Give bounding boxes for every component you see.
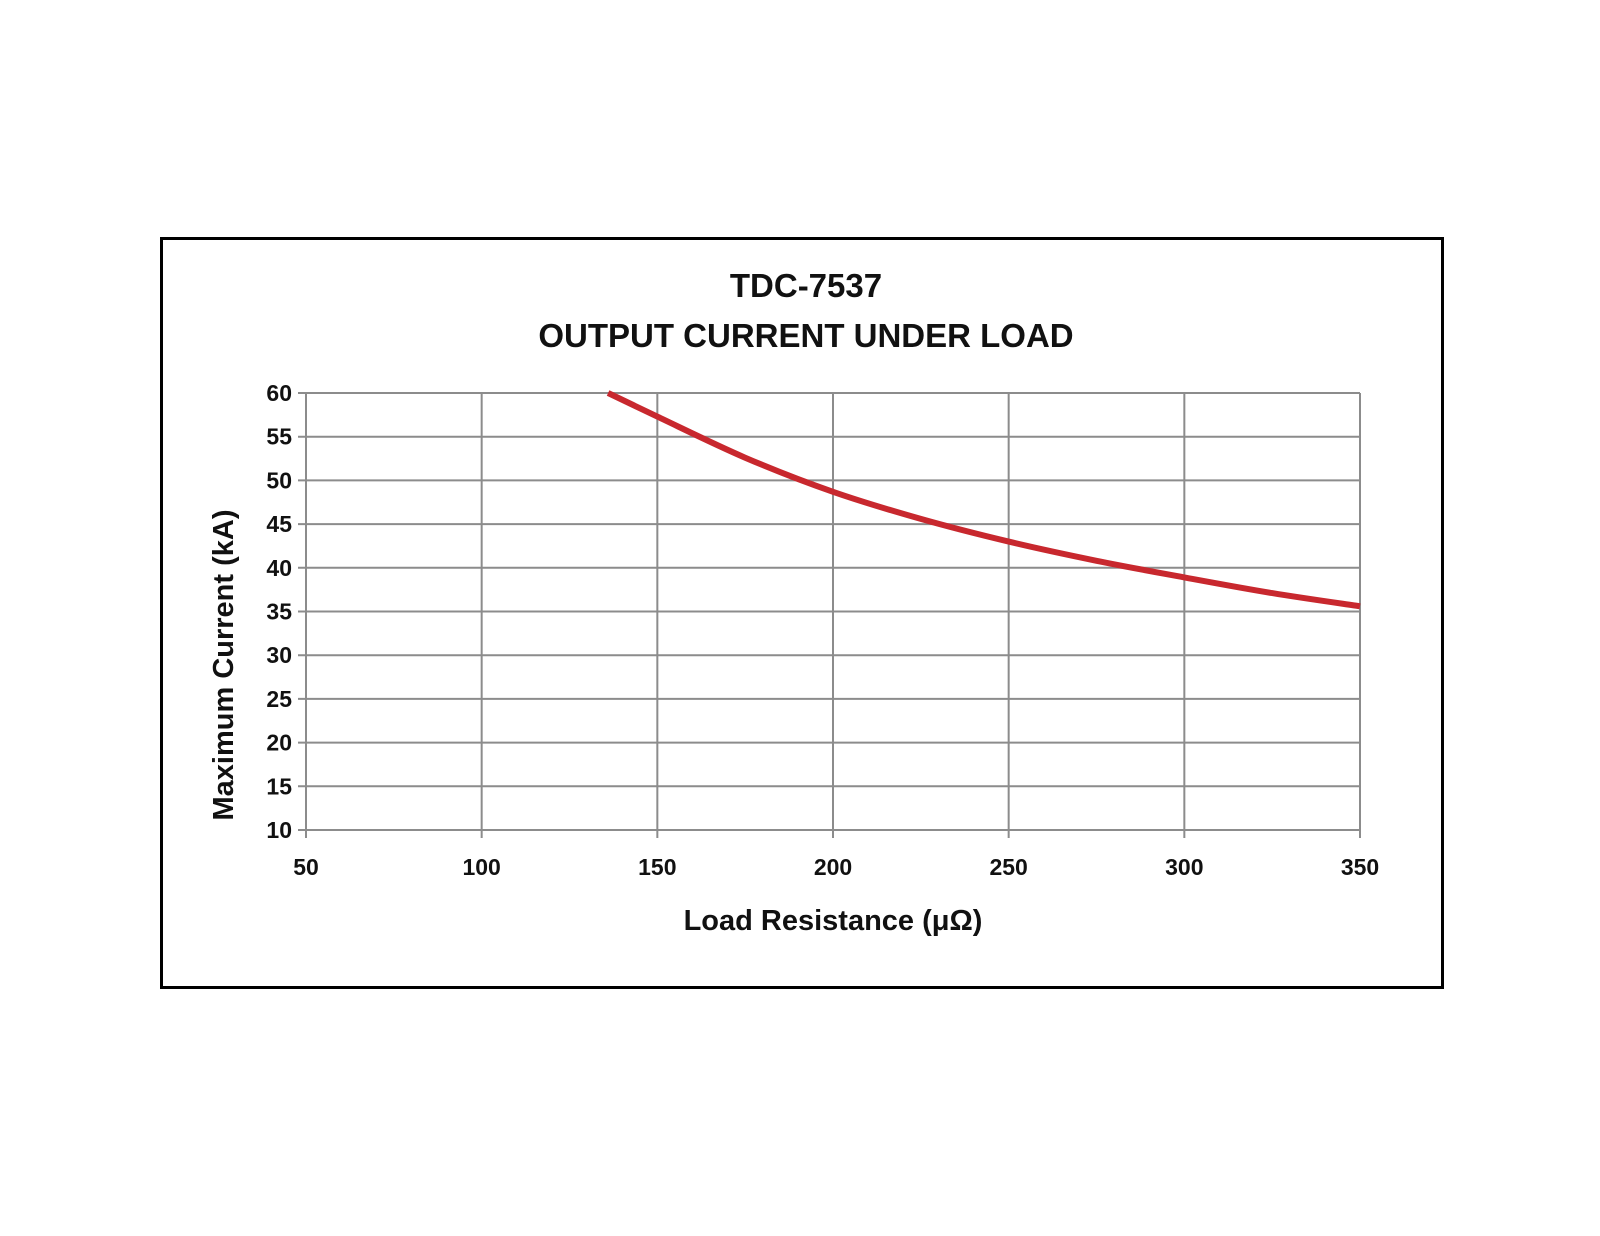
y-tick-label: 35 <box>266 599 292 625</box>
x-tick-label: 250 <box>989 854 1027 880</box>
chart-canvas: 10 15 20 25 30 35 40 45 50 55 60 50 100 150 200 250 300 3… <box>208 267 1379 937</box>
x-tick-label: 150 <box>638 854 676 880</box>
tick-labels: 10 15 20 25 30 35 40 45 50 55 60 50 100 150 200 250 300 3… <box>266 380 1379 880</box>
y-axis-label: Maximum Current (kA) <box>208 510 240 821</box>
x-tick-label: 50 <box>293 854 319 880</box>
series-line-0 <box>606 390 1361 610</box>
series-layer <box>606 390 1361 610</box>
y-tick-label: 60 <box>266 380 292 406</box>
chart-frame: 10 15 20 25 30 35 40 45 50 55 60 50 100 150 200 250 300 3… <box>160 237 1444 989</box>
grid-layer <box>298 392 1361 838</box>
chart-title-line-1: TDC-7537 <box>730 267 882 304</box>
chart-title-line-2: OUTPUT CURRENT UNDER LOAD <box>538 317 1073 354</box>
x-tick-label: 350 <box>1341 854 1379 880</box>
y-tick-label: 15 <box>266 773 292 799</box>
x-tick-label: 100 <box>462 854 500 880</box>
y-tick-label: 25 <box>266 686 292 712</box>
x-tick-label: 200 <box>814 854 852 880</box>
x-tick-label: 300 <box>1165 854 1203 880</box>
y-tick-label: 40 <box>266 555 292 581</box>
y-tick-label: 50 <box>266 467 292 493</box>
y-tick-label: 55 <box>266 424 292 450</box>
x-axis-label: Load Resistance (μΩ) <box>684 905 983 937</box>
y-tick-label: 45 <box>266 511 292 537</box>
y-tick-label: 30 <box>266 642 292 668</box>
y-tick-label: 20 <box>266 730 292 756</box>
y-tick-label: 10 <box>266 817 292 843</box>
